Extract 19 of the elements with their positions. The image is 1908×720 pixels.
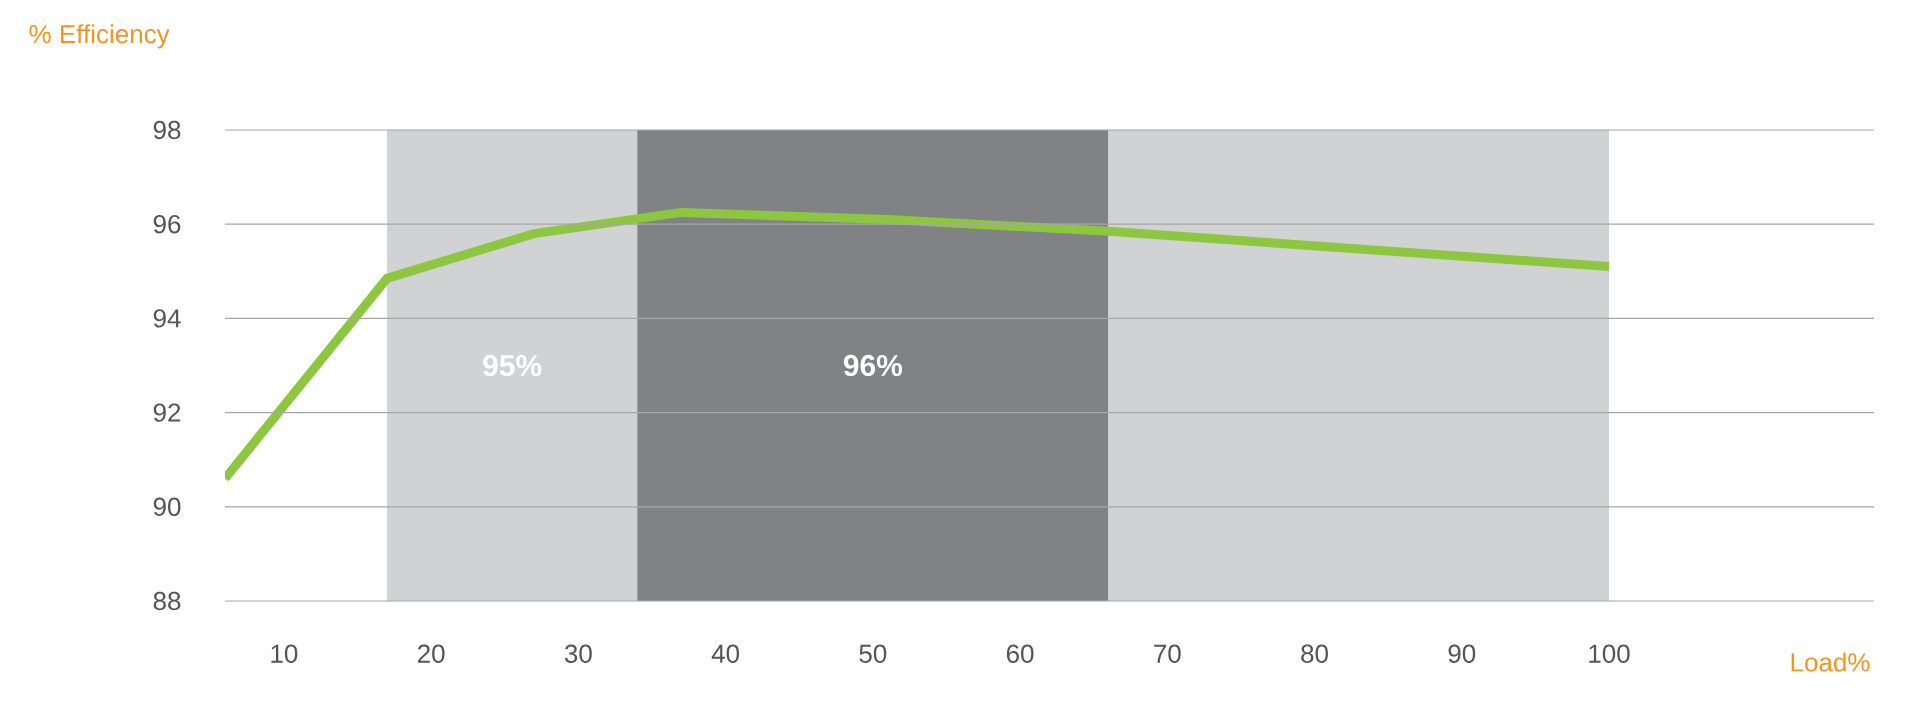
- x-tick-label: 40: [711, 644, 740, 663]
- x-tick-label: 100: [1589, 644, 1630, 663]
- y-tick-label: 94: [153, 309, 181, 328]
- y-axis-title: % Efficiency: [29, 24, 170, 49]
- y-tick-label: 96: [153, 214, 181, 234]
- x-tick-label: 60: [1006, 644, 1034, 663]
- x-tick-label: 30: [564, 644, 592, 663]
- y-tick-label: 90: [153, 497, 181, 516]
- y-tick-label: 92: [153, 403, 181, 422]
- x-tick-label: 50: [859, 644, 887, 663]
- x-tick-label: 20: [417, 644, 445, 663]
- x-tick-label: 70: [1154, 644, 1181, 663]
- y-tick-label: 98: [153, 120, 181, 140]
- x-tick-label: 80: [1301, 644, 1328, 663]
- x-tick-label: 10: [271, 644, 298, 663]
- band-label: 96%: [843, 354, 903, 377]
- x-tick-label: 90: [1448, 644, 1476, 663]
- x-axis-title: Load%: [1791, 652, 1870, 672]
- y-tick-label: 88: [153, 591, 181, 611]
